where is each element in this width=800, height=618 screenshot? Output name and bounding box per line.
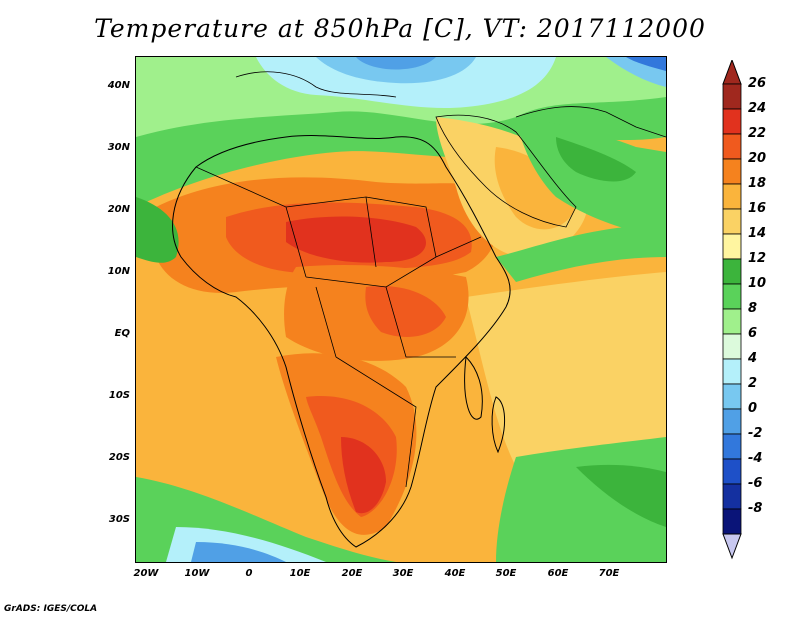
colorbar-top-arrow [722,60,742,85]
colorbar-svg [722,60,742,560]
lon-label-60e: 60E [547,568,569,579]
colorbar [722,60,742,560]
lon-label-0: 0 [245,568,253,579]
colorbar-label: 14 [748,226,767,241]
lon-label-20w: 20W [133,568,159,579]
colorbar-segment [722,483,742,510]
colorbar-label: -6 [748,476,763,491]
colorbar-label: 22 [748,126,767,141]
colorbar-label: 2 [748,376,758,391]
colorbar-segment [722,283,742,310]
colorbar-bottom-arrow [722,533,742,560]
lon-label-10e: 10E [289,568,311,579]
colorbar-label: 26 [748,76,767,91]
lon-label-70e: 70E [598,568,620,579]
lat-label-10s: 10S [108,390,130,401]
colorbar-label: 16 [748,201,767,216]
colorbar-segment [722,233,742,260]
lat-label-eq: EQ [114,328,130,339]
colorbar-segment [722,458,742,485]
colorbar-label: 12 [748,251,767,266]
colorbar-segment [722,108,742,135]
colorbar-segment [722,383,742,410]
lat-label-30n: 30N [107,142,130,153]
colorbar-label: -4 [748,451,763,466]
lon-label-10w: 10W [184,568,210,579]
colorbar-segment [722,183,742,210]
lat-label-20s: 20S [108,452,130,463]
lat-label-30s: 30S [108,514,130,525]
colorbar-segments [722,83,742,535]
colorbar-label: -2 [748,426,763,441]
colorbar-label: 0 [748,401,758,416]
colorbar-segment [722,208,742,235]
colorbar-label: 20 [748,151,767,166]
temperature-field [136,57,666,562]
lon-label-20e: 20E [341,568,363,579]
lon-label-50e: 50E [495,568,517,579]
colorbar-segment [722,508,742,535]
colorbar-label: 8 [748,301,758,316]
colorbar-segment [722,358,742,385]
colorbar-segment [722,133,742,160]
colorbar-segment [722,83,742,110]
colorbar-label: 18 [748,176,767,191]
colorbar-label: 6 [748,326,758,341]
colorbar-label: 24 [748,101,767,116]
colorbar-label: -8 [748,501,763,516]
chart-title: Temperature at 850hPa [C], VT: 201711200… [94,14,706,43]
colorbar-segment [722,258,742,285]
lat-label-40n: 40N [107,80,130,91]
lon-label-40e: 40E [444,568,466,579]
colorbar-segment [722,333,742,360]
colorbar-label: 4 [748,351,758,366]
colorbar-segment [722,308,742,335]
colorbar-segment [722,158,742,185]
lat-label-10n: 10N [107,266,130,277]
lat-label-20n: 20N [107,204,130,215]
colorbar-segment [722,433,742,460]
colorbar-label: 10 [748,276,767,291]
lon-label-30e: 30E [392,568,414,579]
temperature-map [135,56,667,563]
colorbar-segment [722,408,742,435]
footer-credit: GrADS: IGES/COLA [4,604,98,614]
